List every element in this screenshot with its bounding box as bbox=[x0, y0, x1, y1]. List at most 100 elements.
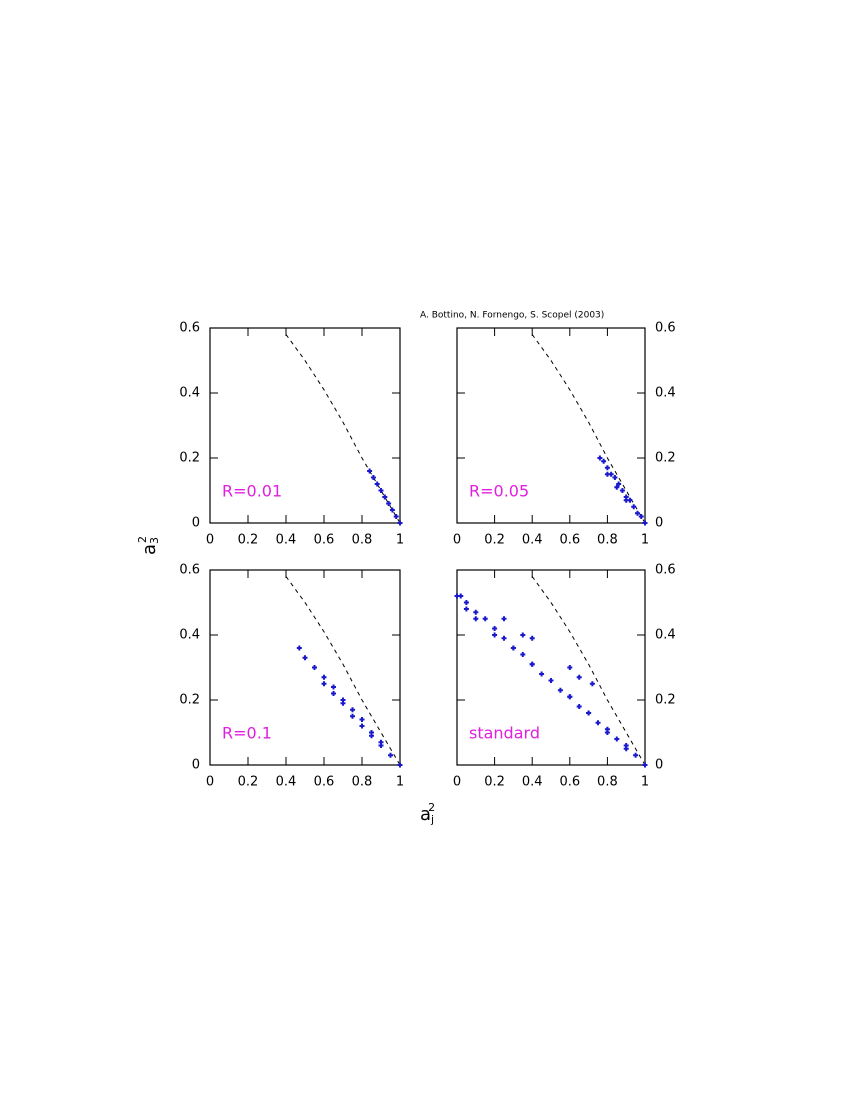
x-tick-label: 1 bbox=[641, 775, 649, 790]
y-tick-label: 0.2 bbox=[179, 693, 200, 708]
point bbox=[576, 674, 582, 680]
point bbox=[638, 514, 644, 519]
annotation: R=0.05 bbox=[469, 482, 529, 501]
y-tick-label: 0.2 bbox=[655, 693, 676, 708]
point bbox=[631, 504, 637, 510]
dashed-curve bbox=[285, 576, 401, 766]
plot-frame bbox=[209, 327, 401, 524]
point bbox=[634, 510, 640, 516]
point bbox=[510, 645, 516, 651]
point bbox=[482, 616, 488, 622]
point bbox=[529, 661, 535, 667]
point bbox=[369, 733, 374, 739]
x-tick-label: 0.8 bbox=[352, 533, 373, 548]
y-tick-label: 0 bbox=[655, 758, 663, 773]
point bbox=[321, 681, 327, 687]
annotation: standard bbox=[469, 724, 540, 743]
point bbox=[520, 652, 526, 657]
point bbox=[642, 520, 648, 526]
point bbox=[492, 626, 498, 631]
x-tick-label: 0.4 bbox=[522, 775, 543, 790]
x-tick-label: 0.8 bbox=[352, 775, 373, 790]
point bbox=[539, 671, 545, 677]
point bbox=[623, 743, 629, 748]
point bbox=[557, 687, 563, 693]
label-base: a bbox=[139, 544, 160, 555]
dashed-curve bbox=[531, 576, 646, 766]
label-base: a bbox=[420, 804, 431, 825]
point bbox=[386, 501, 392, 506]
point bbox=[597, 455, 603, 461]
x-tick-label: 0.2 bbox=[484, 533, 505, 548]
dashed-curve bbox=[531, 334, 646, 524]
point bbox=[601, 458, 607, 464]
point bbox=[350, 707, 355, 713]
point bbox=[378, 743, 384, 748]
point bbox=[567, 665, 573, 670]
x-axis-label: aj2 bbox=[420, 801, 435, 826]
y-tick-label: 0.4 bbox=[179, 628, 200, 643]
point bbox=[614, 736, 620, 742]
credit: A. Bottino, N. Fornengo, S. Scopel (2003… bbox=[420, 311, 604, 321]
x-tick-label: 1 bbox=[396, 775, 404, 790]
y-tick-label: 0.4 bbox=[655, 386, 676, 401]
y-tick-label: 0.6 bbox=[655, 321, 676, 336]
x-tick-label: 0.2 bbox=[238, 775, 259, 790]
point bbox=[623, 497, 629, 503]
y-tick-label: 0 bbox=[192, 758, 200, 773]
point bbox=[367, 468, 373, 474]
point bbox=[388, 752, 393, 758]
point bbox=[589, 681, 595, 687]
annotation: R=0.1 bbox=[222, 724, 272, 743]
point bbox=[458, 593, 464, 599]
point bbox=[548, 678, 554, 683]
x-tick-label: 0.4 bbox=[276, 533, 297, 548]
y-tick-label: 0.2 bbox=[179, 451, 200, 466]
point bbox=[501, 635, 507, 641]
point bbox=[604, 726, 610, 732]
y-tick-label: 0.6 bbox=[179, 563, 200, 578]
y-tick-label: 0.6 bbox=[655, 563, 676, 578]
point bbox=[382, 494, 388, 500]
y-tick-label: 0.4 bbox=[179, 386, 200, 401]
label-sup: 2 bbox=[428, 801, 435, 814]
point bbox=[331, 691, 336, 696]
x-tick-label: 0 bbox=[453, 533, 461, 548]
point bbox=[359, 723, 365, 729]
point bbox=[612, 475, 618, 480]
plot-frame bbox=[456, 569, 646, 766]
y-tick-label: 0.2 bbox=[655, 451, 676, 466]
point bbox=[350, 713, 355, 719]
x-tick-label: 0 bbox=[453, 775, 461, 790]
point bbox=[604, 471, 610, 477]
y-tick-label: 0.6 bbox=[179, 321, 200, 336]
point bbox=[501, 616, 507, 622]
x-tick-label: 0.6 bbox=[559, 775, 580, 790]
point bbox=[567, 694, 573, 700]
point bbox=[296, 645, 302, 651]
point bbox=[595, 720, 601, 726]
point bbox=[370, 475, 376, 480]
point bbox=[340, 700, 346, 706]
x-tick-label: 0.8 bbox=[597, 775, 618, 790]
point bbox=[616, 481, 622, 487]
point bbox=[529, 635, 535, 641]
x-tick-label: 0.6 bbox=[559, 533, 580, 548]
point bbox=[321, 674, 327, 680]
x-tick-label: 0.2 bbox=[484, 775, 505, 790]
y-axis-label: a32 bbox=[136, 536, 161, 555]
point bbox=[302, 655, 308, 661]
point bbox=[586, 710, 592, 716]
point bbox=[619, 488, 625, 493]
label-sub: j bbox=[430, 813, 434, 826]
x-tick-label: 0 bbox=[206, 775, 214, 790]
point bbox=[374, 481, 380, 487]
point bbox=[633, 752, 639, 758]
x-tick-label: 0.6 bbox=[314, 533, 335, 548]
y-tick-label: 0 bbox=[192, 516, 200, 531]
label-sup: 2 bbox=[136, 536, 149, 543]
x-tick-label: 0 bbox=[206, 533, 214, 548]
point bbox=[389, 507, 395, 513]
